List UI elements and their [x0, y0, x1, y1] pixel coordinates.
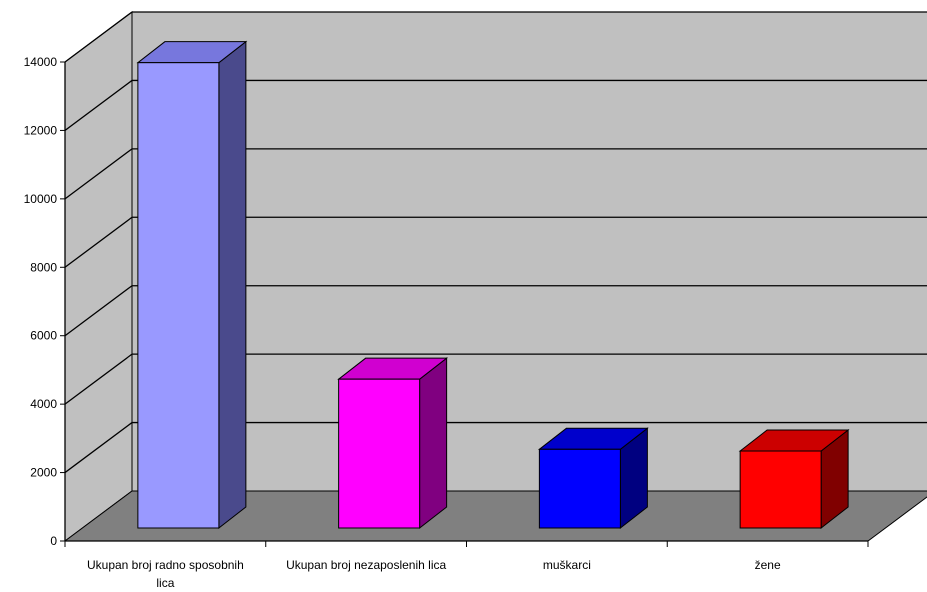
bar-front — [538, 448, 621, 529]
x-tick-label: muškarci — [543, 558, 591, 572]
labels: Ukupan broj radno sposobnih lica Ukupan br… — [87, 558, 781, 590]
bar — [136, 40, 248, 530]
bar-side — [419, 357, 448, 530]
bar — [337, 357, 449, 530]
side-gridline — [64, 422, 133, 474]
bar-front — [338, 378, 421, 529]
gridlines — [64, 11, 927, 474]
side-gridline — [64, 216, 133, 268]
bar — [537, 427, 649, 530]
bar-front — [739, 450, 822, 529]
x-tick-label: Ukupan broj radno sposobnih lica — [87, 558, 244, 590]
side-gridline — [64, 353, 133, 405]
side-gridline — [64, 79, 133, 131]
x-tick-label: Ukupan broj nezaposlenih lica — [286, 558, 446, 572]
y-tick-label: 10000 — [24, 192, 58, 206]
chart-walls — [64, 11, 927, 542]
bar-front — [137, 62, 220, 529]
side-gridline — [64, 148, 133, 200]
bar — [738, 428, 850, 530]
bar-side — [218, 40, 247, 530]
bars — [136, 40, 850, 530]
y-tick-label: 14000 — [24, 55, 58, 69]
y-tick-label: 4000 — [30, 397, 57, 411]
back-wall — [131, 11, 927, 492]
y-tick-label: 6000 — [30, 329, 57, 343]
side-wall — [64, 11, 133, 542]
side-gridline — [64, 285, 133, 337]
axes: 0 2000 4000 6000 8000 10000 12000 14000 — [24, 55, 869, 548]
y-tick-label: 12000 — [24, 123, 58, 137]
x-tick-label: žene — [755, 558, 781, 572]
side-gridline — [64, 11, 133, 63]
y-tick-label: 8000 — [30, 260, 57, 274]
y-tick-label: 2000 — [30, 466, 57, 480]
y-tick-label: 0 — [50, 534, 57, 548]
